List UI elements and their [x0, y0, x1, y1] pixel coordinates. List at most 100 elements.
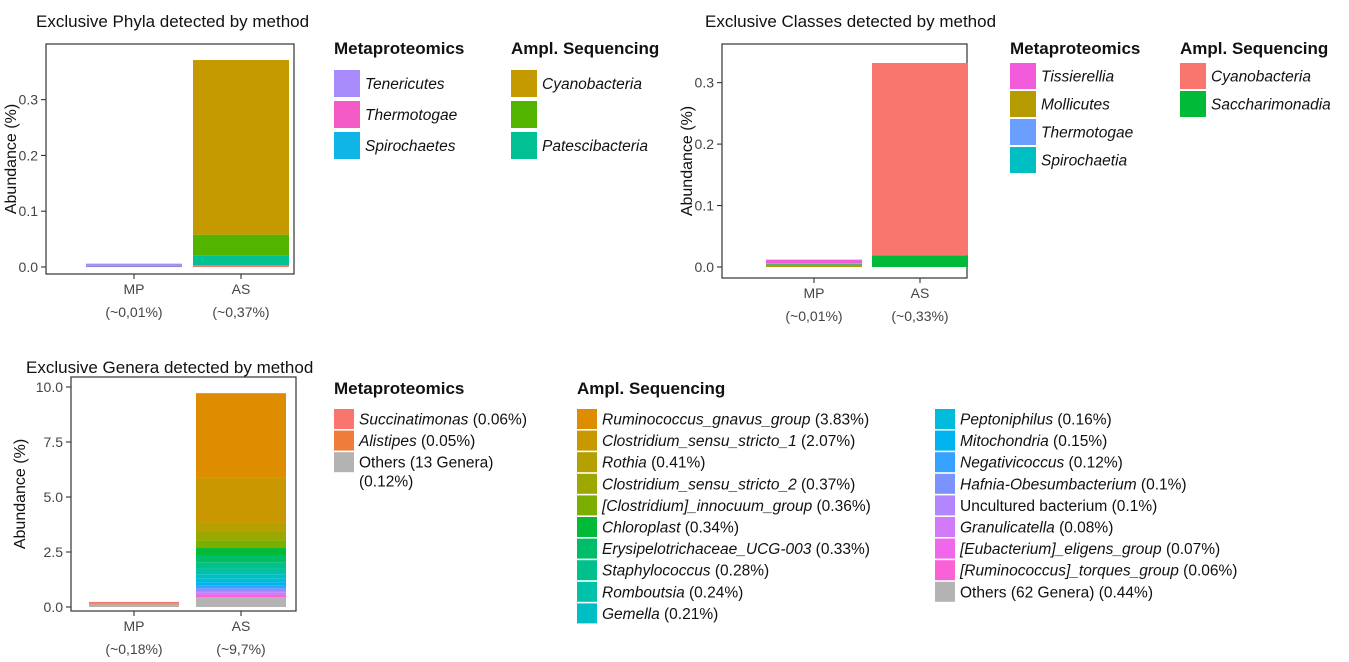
bar-segment — [196, 594, 286, 596]
legend-swatch — [577, 409, 597, 429]
legend-item-name: Erysipelotrichaceae_UCG-003 — [602, 541, 812, 558]
legend-item-value: (0.1%) — [1107, 498, 1157, 515]
legend-item-name: Rothia — [602, 455, 647, 472]
legend-item: Uncultured bacterium (0.1%) — [960, 498, 1157, 515]
x-tick-sublabel: (~9,7%) — [216, 641, 265, 657]
legend-item: Tenericutes — [365, 76, 445, 93]
bar-segment — [196, 522, 286, 532]
legend-item-name: Others (13 Genera) — [359, 455, 493, 472]
legend-item-value: (0.1%) — [1137, 476, 1187, 493]
bar-segment — [766, 264, 862, 267]
legend-item: Rothia (0.41%) — [602, 455, 705, 472]
legend-item-name: Staphylococcus — [602, 563, 711, 580]
legend-swatch — [511, 101, 537, 128]
legend-swatch — [935, 538, 955, 559]
legend-item-name: Clostridium_sensu_stricto_2 — [602, 476, 797, 493]
legend-item: Cyanobacteria — [542, 76, 642, 93]
bar-segment — [86, 265, 182, 267]
legend-item: Spirochaetia — [1041, 153, 1128, 170]
legend-item-value: (0.37%) — [797, 476, 856, 493]
legend-item: Clostridium_sensu_stricto_1 (2.07%) — [602, 433, 855, 450]
legend-item-name: [Ruminococcus]_torques_group — [959, 563, 1179, 580]
legend-item-name: Clostridium_sensu_stricto_1 — [602, 433, 797, 450]
legend-item-name: Mitochondria — [960, 433, 1049, 450]
legend-item-name: Uncultured bacterium — [960, 498, 1107, 515]
legend-item-value: (0.12%) — [1064, 455, 1123, 472]
legend-swatch — [577, 430, 597, 451]
legend-swatch — [577, 495, 597, 516]
legend-item: Granulicatella (0.08%) — [960, 520, 1113, 537]
legend-item: Others (13 Genera) — [359, 455, 493, 472]
bar-segment — [89, 604, 179, 607]
legend-swatch — [334, 452, 354, 473]
bar-segment — [193, 265, 289, 267]
legend-item-value: (0.44%) — [1094, 584, 1153, 601]
bar-segment — [196, 597, 286, 607]
legend-item: Cyanobacteria — [1211, 69, 1311, 86]
legend-item-name: Tissierellia — [1041, 69, 1114, 86]
bar-segment — [196, 562, 286, 569]
legend-item-name: Gemella — [602, 606, 660, 623]
legend-item: Others (62 Genera) (0.44%) — [960, 584, 1153, 601]
bar-segment — [766, 263, 862, 264]
legend-item: Alistipes (0.05%) — [358, 433, 475, 450]
legend-item: Tissierellia — [1041, 69, 1114, 86]
legend-swatch — [1010, 91, 1036, 117]
legend-item: Mitochondria (0.15%) — [960, 433, 1107, 450]
bar-segment — [196, 477, 286, 523]
bar-segment — [196, 588, 286, 591]
legend-item-name: [Eubacterium]_eligens_group — [959, 541, 1162, 558]
bar-segment — [196, 592, 286, 595]
legend-item-value: (0.36%) — [812, 498, 871, 515]
legend-item-name: Cyanobacteria — [542, 76, 642, 93]
legend-item-value: (0.06%) — [1179, 563, 1238, 580]
bar-segment — [89, 603, 179, 605]
legend-item-value: (0.12%) — [359, 474, 413, 491]
legend-item-name: [Clostridium]_innocuum_group — [601, 498, 813, 515]
legend-item-value: (2.07%) — [797, 433, 856, 450]
legend-item-name: Thermotogae — [1041, 125, 1134, 142]
legend-swatch — [334, 70, 360, 97]
bar-segment — [196, 582, 286, 586]
y-tick-label: 0.2 — [19, 147, 39, 163]
y-tick-label: 0.1 — [695, 198, 715, 214]
legend-item-value: (0.15%) — [1049, 433, 1108, 450]
bar-segment — [193, 60, 289, 235]
legend-title: Metaproteomics — [334, 39, 464, 58]
bar-segment — [196, 548, 286, 556]
legend-swatch — [334, 409, 354, 429]
legend-item-value: (0.07%) — [1162, 541, 1221, 558]
bar-segment — [872, 255, 968, 267]
bar-segment — [193, 234, 289, 256]
legend-swatch — [511, 70, 537, 97]
legend-item-value: (0.21%) — [660, 606, 719, 623]
bar-segment — [86, 266, 182, 268]
legend-title: Ampl. Sequencing — [577, 379, 725, 398]
legend-title: Ampl. Sequencing — [1180, 39, 1328, 58]
legend-item-name: Thermotogae — [365, 107, 458, 124]
legend-item: Staphylococcus (0.28%) — [602, 563, 769, 580]
legend-swatch — [1180, 63, 1206, 89]
legend-item: Clostridium_sensu_stricto_2 (0.37%) — [602, 476, 855, 493]
chart-3: Exclusive Genera detected by method 0.0 2.… — [12, 358, 1237, 657]
legend-swatch — [935, 430, 955, 451]
legend-swatch — [1180, 91, 1206, 117]
legend-item: Hafnia-Obesumbacterium (0.1%) — [960, 476, 1187, 493]
y-axis-label: Abundance (%) — [679, 106, 696, 216]
legend-swatch — [577, 538, 597, 559]
legend-swatch — [334, 430, 354, 451]
legend-item-name: Spirochaetia — [1041, 153, 1128, 170]
bar-segment — [193, 255, 289, 266]
bar-segment — [196, 590, 286, 593]
legend-item: [Clostridium]_innocuum_group (0.36%) — [601, 498, 871, 515]
legend-item-name: Patescibacteria — [542, 138, 648, 155]
legend-item-name: Succinatimonas — [359, 412, 469, 429]
y-tick-label: 0.0 — [19, 259, 39, 275]
x-tick-sublabel: (~0,37%) — [212, 304, 269, 320]
y-tick-label: 5.0 — [44, 489, 64, 505]
bar-segment — [196, 585, 286, 589]
y-tick-label: 0.0 — [44, 599, 64, 615]
x-tick-sublabel: (~0,01%) — [785, 308, 842, 324]
legend-swatch — [334, 101, 360, 128]
